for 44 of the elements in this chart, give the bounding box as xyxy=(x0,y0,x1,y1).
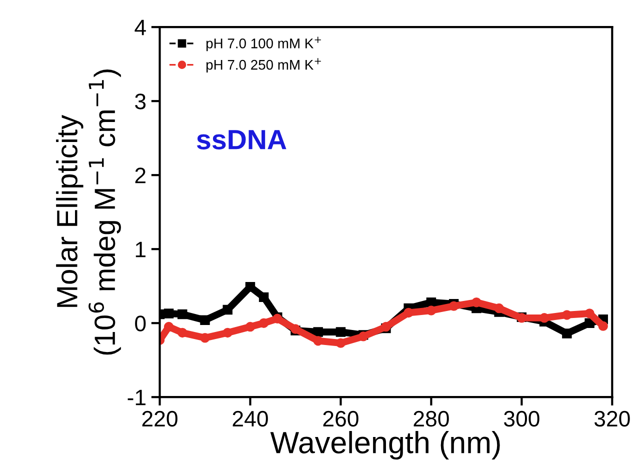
y-tick-label: 2 xyxy=(135,168,146,184)
x-tick-label: 300 xyxy=(504,410,540,427)
x-tick-label: 260 xyxy=(323,410,358,427)
y-tick-label: 3 xyxy=(135,94,146,110)
point xyxy=(245,282,256,292)
point xyxy=(598,321,608,331)
y-axis-title: Molar Ellipticity (10$^{6}$ mdeg M$^{−1}$ cm$^{−1}$) xyxy=(56,70,121,355)
point xyxy=(426,298,436,308)
point xyxy=(313,327,323,337)
annotation: ssDNA xyxy=(196,130,286,150)
y-tick-label: 1 xyxy=(136,242,146,258)
point xyxy=(584,308,594,318)
point xyxy=(178,309,188,320)
point xyxy=(562,328,572,338)
point xyxy=(164,308,174,318)
point xyxy=(562,310,572,320)
point xyxy=(404,308,414,318)
point xyxy=(336,327,346,337)
point xyxy=(245,322,256,332)
point xyxy=(313,336,323,346)
point xyxy=(258,292,269,302)
x-axis-title: Wavelength (nm) xyxy=(270,431,500,460)
point xyxy=(164,322,174,332)
point xyxy=(336,338,346,348)
x-tick-label: 220 xyxy=(142,410,178,427)
point xyxy=(472,298,482,308)
y-tick-label: -1 xyxy=(128,390,146,406)
point xyxy=(178,328,188,338)
point xyxy=(258,318,269,328)
point xyxy=(200,333,210,343)
x-tick-label: 320 xyxy=(594,410,630,427)
point xyxy=(584,318,594,328)
point xyxy=(222,328,232,338)
point xyxy=(200,315,210,325)
y-tick-label: 0 xyxy=(135,316,146,332)
x-tick-label: 280 xyxy=(414,410,449,427)
legend-label: pH 7.0 250 mM K$^{+}$ xyxy=(206,58,321,72)
y-tick-label: 4 xyxy=(134,20,146,36)
x-tick-label: 240 xyxy=(232,410,268,427)
legend-label: pH 7.0 100 mM K$^{+}$ xyxy=(206,36,321,52)
point xyxy=(426,306,436,316)
point xyxy=(494,303,504,314)
point xyxy=(539,313,550,323)
point xyxy=(222,304,232,315)
